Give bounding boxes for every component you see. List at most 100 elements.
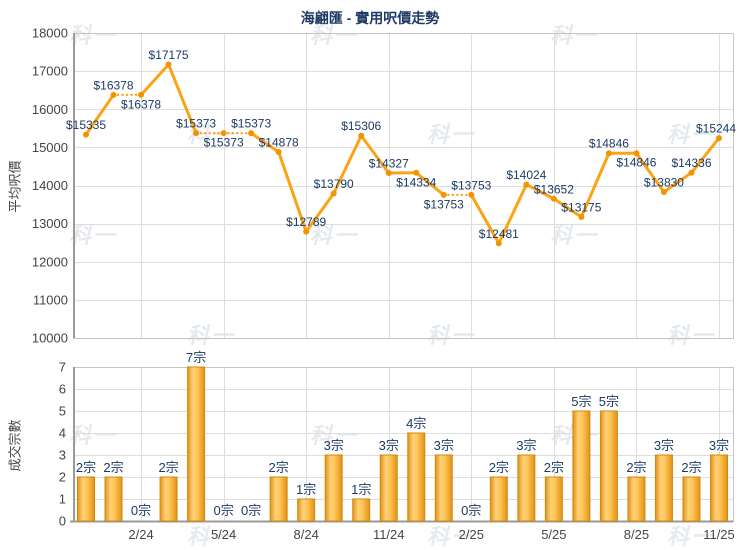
volume-bar: [269, 476, 288, 522]
volume-bar: [379, 454, 398, 522]
price-line-segment: [662, 171, 693, 194]
volume-bar-label: 3宗: [516, 438, 536, 453]
watermark-text: 科一: [310, 23, 359, 48]
price-point: [660, 188, 667, 195]
price-point: [413, 169, 420, 176]
price-point: [688, 169, 695, 176]
watermark-text: 科一: [427, 323, 476, 348]
price-point: [385, 170, 392, 177]
price-line-segment: [524, 183, 556, 201]
price-point-label: $14846: [616, 156, 656, 170]
watermark-text: 科一: [667, 524, 716, 549]
count-y-tick-label: 5: [59, 404, 66, 419]
price-point: [220, 130, 227, 137]
price-point-label: $15335: [66, 118, 106, 132]
price-point: [440, 191, 447, 198]
volume-bar: [159, 476, 178, 522]
price-line-segment: [359, 134, 391, 175]
volume-bar-label: 4宗: [406, 416, 426, 431]
price-point-label: $14878: [259, 136, 299, 150]
price-point-label: $14846: [589, 137, 629, 151]
count-y-tick-label: 6: [59, 382, 66, 397]
price-point-label: $13753: [451, 178, 491, 192]
price-point: [303, 228, 310, 235]
price-point: [330, 190, 337, 197]
volume-bar: [104, 476, 123, 522]
volume-bar: [297, 498, 316, 522]
volume-bar-label: 3宗: [434, 438, 454, 453]
count-y-tick-label: 4: [59, 426, 66, 441]
volume-bar: [352, 498, 371, 522]
volume-bar: [654, 454, 673, 522]
volume-bar-label: 3宗: [324, 438, 344, 453]
volume-bar: [187, 366, 206, 522]
price-point: [605, 150, 612, 157]
price-line-segment: [139, 62, 171, 97]
volume-bar-label: 3宗: [379, 438, 399, 453]
volume-bar-label: 3宗: [709, 438, 729, 453]
price-point-label: $15244: [696, 122, 736, 136]
price-line-segment: [332, 134, 363, 196]
price-line-segment: [414, 171, 446, 197]
price-y-tick-label: 15000: [32, 140, 68, 155]
volume-bar-label: 0宗: [131, 503, 151, 518]
price-point-label: $13790: [314, 177, 354, 191]
price-point: [248, 130, 255, 137]
price-point: [165, 61, 172, 68]
count-axis-title: 成交宗數: [7, 419, 23, 472]
volume-bar: [572, 410, 591, 522]
price-line-segment: [552, 197, 583, 219]
price-point-label: $13830: [644, 175, 684, 189]
price-y-tick-label: 11000: [33, 292, 68, 307]
price-line-segment: [167, 62, 198, 135]
volume-bar: [77, 476, 95, 522]
price-point-label: $13652: [534, 182, 574, 196]
price-line-segment: [469, 193, 501, 245]
price-point-label: $14327: [369, 157, 409, 171]
watermark-text: 科一: [187, 524, 236, 549]
price-point: [716, 135, 722, 142]
price-point-label: $15306: [341, 119, 381, 133]
volume-bar-label: 2宗: [103, 460, 123, 475]
price-line-segment: [249, 131, 281, 154]
watermark-text: 科一: [427, 122, 476, 147]
volume-bar: [710, 454, 728, 522]
watermark-text: 科一: [427, 524, 476, 549]
watermark-text: 科一: [667, 122, 716, 147]
price-y-tick-label: 16000: [32, 102, 68, 117]
count-y-tick-label: 1: [59, 492, 66, 507]
price-axis-title: 平均呎價: [7, 160, 23, 213]
volume-bar-label: 0宗: [241, 503, 261, 518]
count-y-tick-label: 7: [59, 360, 66, 375]
price-line-segment: [304, 192, 336, 234]
price-line-segment: [579, 151, 611, 219]
watermark-text: 科一: [310, 423, 359, 448]
x-tick-label: 2/24: [128, 527, 153, 542]
price-point-label: $15373: [231, 117, 271, 131]
price-point-label: $14336: [671, 156, 711, 170]
price-point-label: $15373: [176, 117, 216, 131]
price-point: [275, 149, 282, 156]
price-point: [523, 181, 530, 188]
watermark-text: 科一: [69, 223, 118, 248]
price-point-label: $13753: [424, 197, 464, 211]
chart-title: 海翩匯 - 實用呎價走勢: [300, 10, 440, 26]
volume-bar-label: 2宗: [626, 460, 646, 475]
price-point-label: $13175: [561, 200, 601, 214]
price-line-segment: [634, 151, 666, 194]
x-tick-label: 5/25: [541, 527, 566, 542]
volume-bar-label: 2宗: [544, 460, 564, 475]
price-line-segment: [689, 136, 721, 175]
volume-bar-label: 0宗: [461, 503, 481, 518]
watermark-text: 科一: [550, 23, 599, 48]
price-point: [495, 240, 502, 247]
volume-bar-label: 2宗: [681, 460, 701, 475]
watermark-text: 科一: [550, 223, 599, 248]
x-tick-label: 2/25: [459, 527, 484, 542]
volume-bar-label: 2宗: [76, 460, 96, 475]
count-y-tick-label: 0: [59, 514, 66, 529]
x-tick-label: 11/25: [703, 527, 735, 542]
price-point: [138, 91, 145, 98]
price-point-label: $16378: [121, 97, 161, 111]
